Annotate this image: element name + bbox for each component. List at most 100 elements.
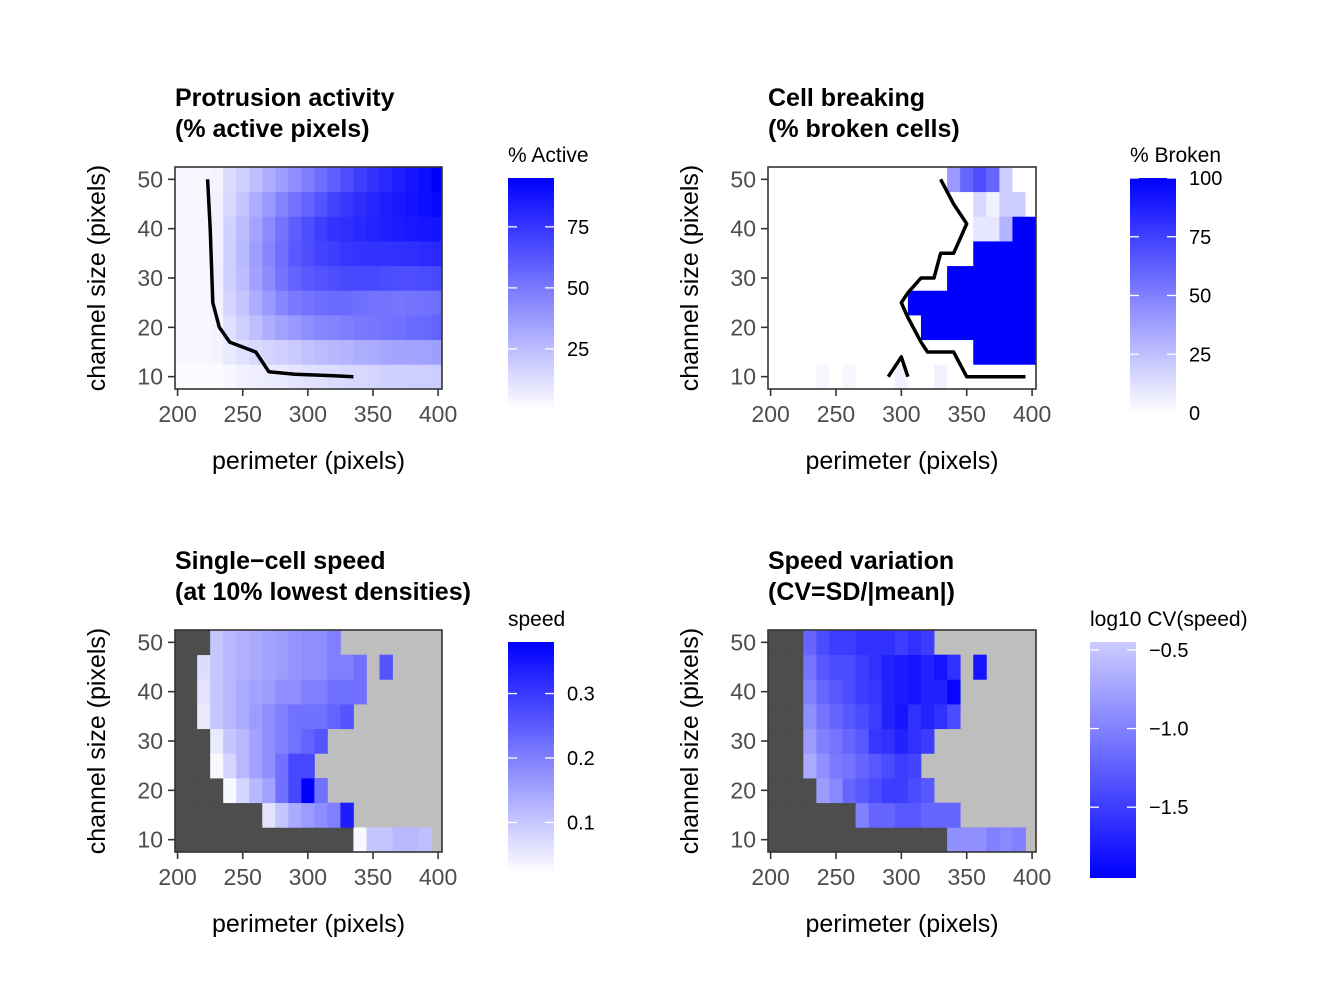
heatmap-cell bbox=[881, 778, 896, 804]
heatmap-cell bbox=[210, 339, 224, 365]
heatmap-cell bbox=[803, 167, 817, 193]
heatmap-cell bbox=[790, 802, 804, 828]
heatmap-cell bbox=[842, 167, 856, 193]
y-tick-label: 10 bbox=[730, 364, 756, 390]
heatmap-cell bbox=[1025, 167, 1036, 193]
chart-title-line: Cell breaking bbox=[768, 84, 925, 112]
heatmap-cell bbox=[184, 191, 198, 217]
heatmap-cell bbox=[855, 167, 870, 193]
x-tick-label: 200 bbox=[751, 864, 789, 890]
heatmap-cell bbox=[768, 704, 778, 730]
heatmap-cell bbox=[868, 753, 883, 779]
heatmap-cell bbox=[986, 315, 1000, 341]
heatmap-cell bbox=[868, 364, 883, 389]
x-tick-label: 300 bbox=[289, 401, 327, 427]
heatmap-cell bbox=[855, 339, 870, 365]
heatmap-cell bbox=[790, 679, 804, 705]
legend-label: 0.1 bbox=[567, 812, 595, 834]
heatmap-cell bbox=[418, 827, 432, 852]
heatmap-cell bbox=[197, 704, 211, 730]
chart-title-line: Single−cell speed bbox=[175, 547, 386, 575]
heatmap-cell bbox=[768, 241, 778, 267]
heatmap-cell bbox=[973, 339, 987, 365]
heatmap-cell bbox=[947, 265, 961, 291]
heatmap-cell bbox=[816, 216, 830, 242]
heatmap-cell bbox=[920, 679, 935, 705]
x-tick-label: 350 bbox=[948, 864, 986, 890]
heatmap-cell bbox=[868, 728, 883, 754]
heatmap-cell bbox=[999, 290, 1013, 316]
heatmap-cell bbox=[881, 728, 896, 754]
heatmap-cell bbox=[210, 753, 224, 779]
heatmap-cells bbox=[768, 167, 1036, 389]
y-tick-label: 50 bbox=[730, 629, 756, 655]
y-tick-label: 40 bbox=[730, 679, 756, 705]
heatmap-cell bbox=[288, 167, 302, 193]
heatmap-cell bbox=[1025, 315, 1036, 341]
y-axis-label: channel size (pixels) bbox=[676, 165, 704, 392]
heatmap-cell bbox=[803, 216, 817, 242]
heatmap-cell bbox=[418, 265, 432, 291]
heatmap-cell bbox=[868, 265, 883, 291]
heatmap-cell bbox=[249, 802, 263, 828]
heatmap-cell bbox=[790, 364, 804, 389]
heatmap-cell bbox=[392, 191, 406, 217]
heatmap-cell bbox=[262, 167, 276, 193]
heatmap-cell bbox=[301, 315, 315, 341]
heatmap-cell bbox=[249, 753, 263, 779]
x-tick-label: 350 bbox=[948, 401, 986, 427]
heatmap-cell bbox=[777, 630, 791, 656]
heatmap-cell bbox=[803, 364, 817, 389]
heatmap-cell bbox=[934, 216, 948, 242]
heatmap-cell bbox=[816, 265, 830, 291]
heatmap-cell bbox=[868, 191, 883, 217]
heatmap-cell bbox=[301, 290, 315, 316]
x-tick-label: 250 bbox=[224, 864, 262, 890]
heatmap-cell bbox=[418, 290, 432, 316]
y-axis-label: channel size (pixels) bbox=[676, 628, 704, 855]
heatmap-cell bbox=[418, 364, 432, 389]
heatmap-cell bbox=[829, 753, 843, 779]
heatmap-cell bbox=[894, 241, 909, 267]
heatmap-cell bbox=[431, 364, 442, 389]
heatmap-cell bbox=[236, 630, 250, 656]
heatmap-cell bbox=[829, 704, 843, 730]
heatmap-cell bbox=[881, 704, 896, 730]
chart-title-line: (CV=SD/|mean|) bbox=[768, 578, 955, 606]
heatmap-cell bbox=[288, 265, 302, 291]
heatmap-cell bbox=[868, 315, 883, 341]
heatmap-cell bbox=[288, 728, 302, 754]
y-tick-label: 40 bbox=[137, 216, 163, 242]
heatmap-cell bbox=[881, 216, 896, 242]
heatmap-cell bbox=[768, 753, 778, 779]
heatmap-cell bbox=[829, 167, 843, 193]
heatmap-cell bbox=[405, 315, 419, 341]
heatmap-cell bbox=[986, 241, 1000, 267]
heatmap-cell bbox=[184, 364, 198, 389]
heatmap-cell bbox=[197, 679, 211, 705]
heatmap-cell bbox=[262, 339, 276, 365]
heatmap-cell bbox=[210, 704, 224, 730]
heatmap-cell bbox=[960, 167, 974, 193]
legend: speed 0.1 0.2 0.3 bbox=[508, 608, 595, 874]
heatmap-cell bbox=[907, 265, 922, 291]
heatmap-cell bbox=[197, 265, 211, 291]
heatmap-cell bbox=[777, 241, 791, 267]
heatmap-cell bbox=[340, 827, 354, 852]
heatmap-cell bbox=[236, 654, 250, 680]
heatmap-cell bbox=[301, 364, 315, 389]
legend-label: 25 bbox=[567, 339, 589, 361]
heatmap-cell bbox=[288, 191, 302, 217]
heatmap-cell bbox=[184, 630, 198, 656]
heatmap-cell bbox=[405, 290, 419, 316]
heatmap-cell bbox=[340, 654, 354, 680]
heatmap-cell bbox=[175, 704, 185, 730]
heatmap-cell bbox=[392, 339, 406, 365]
heatmap-cell bbox=[973, 216, 987, 242]
heatmap-cell bbox=[1025, 191, 1036, 217]
heatmap-cell bbox=[249, 167, 263, 193]
heatmap-cell bbox=[907, 654, 922, 680]
legend-colorbar bbox=[1090, 642, 1136, 878]
heatmap-cell bbox=[275, 654, 289, 680]
heatmap-cell bbox=[366, 216, 380, 242]
